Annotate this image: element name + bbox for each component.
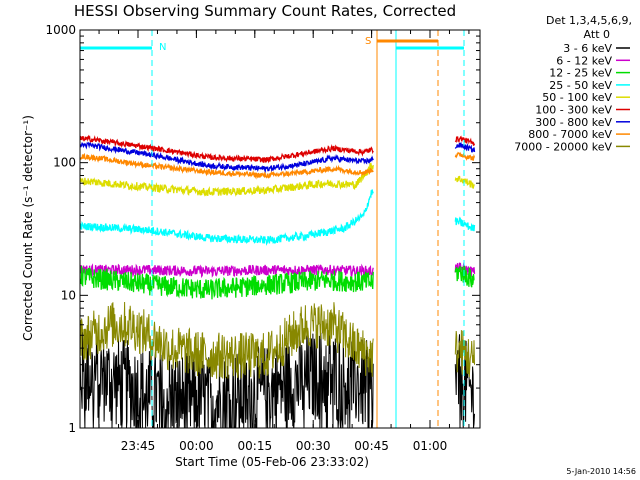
axes-layer: 23:45 00:00 00:15 00:30 00:45 01:00 1 10 100 1000 — [45, 23, 480, 453]
legend-entry-label: 25 - 50 keV — [549, 79, 612, 92]
series-segment-0 — [79, 134, 374, 164]
x-tick-label: 00:00 — [179, 439, 214, 453]
series-segment-1 — [454, 334, 475, 429]
x-tick-label: 00:45 — [354, 439, 389, 453]
legend-entry-label: 50 - 100 keV — [542, 91, 612, 104]
series-segment-1 — [454, 141, 476, 153]
series-layer — [79, 134, 476, 429]
series-segment-1 — [454, 175, 475, 189]
y-tick-label: 1 — [68, 421, 76, 435]
series-12-25-kev — [79, 265, 475, 300]
legend-entry-label: 7000 - 20000 keV — [514, 140, 612, 153]
y-tick-label: 10 — [61, 288, 76, 302]
series-segment-0 — [79, 263, 374, 279]
instrument-markers: NS — [80, 30, 465, 428]
chart-title: HESSI Observing Summary Count Rates, Cor… — [74, 2, 456, 20]
x-tick-label: 00:30 — [296, 439, 331, 453]
series-segment-0 — [79, 329, 374, 429]
series-300-800-kev — [79, 141, 476, 174]
x-tick-label: 01:00 — [413, 439, 448, 453]
legend-entry-label: 6 - 12 keV — [556, 54, 612, 67]
series-segment-0 — [79, 141, 374, 174]
legend-entry-label: 300 - 800 keV — [535, 116, 612, 129]
series-50-100-kev — [79, 162, 475, 197]
series-segment-0 — [79, 301, 374, 379]
series-segment-0 — [79, 189, 374, 246]
series-800-7000-kev — [79, 151, 476, 180]
y-axis-label: Corrected Count Rate (s⁻¹ detector⁻¹) — [21, 115, 35, 341]
series-segment-0 — [79, 265, 374, 300]
series-segment-1 — [454, 135, 476, 146]
night-marker-label: N — [159, 42, 166, 53]
series-7000-20000-kev — [79, 301, 475, 379]
x-tick-label: 23:45 — [121, 439, 156, 453]
series-3-6-kev — [79, 329, 475, 429]
series-100-300-kev — [79, 134, 476, 164]
legend-entry-label: 800 - 7000 keV — [528, 128, 612, 141]
y-tick-label: 1000 — [45, 23, 76, 37]
legend-entry-label: 100 - 300 keV — [535, 104, 612, 117]
series-25-50-kev — [79, 189, 476, 246]
x-axis-label: Start Time (05-Feb-06 23:33:02) — [175, 455, 369, 469]
y-tick-label: 100 — [53, 156, 76, 170]
legend-entry-label: 3 - 6 keV — [563, 42, 612, 55]
series-6-12-kev — [79, 261, 476, 279]
x-tick-label: 00:15 — [238, 439, 273, 453]
legend-title-line-2: Att 0 — [584, 28, 610, 41]
series-segment-1 — [454, 330, 475, 378]
series-segment-1 — [454, 151, 476, 162]
plot-frame — [79, 29, 481, 429]
series-segment-1 — [454, 216, 476, 232]
legend-entry-label: 12 - 25 keV — [549, 67, 612, 80]
series-segment-1 — [454, 265, 475, 288]
series-segment-0 — [79, 152, 374, 180]
series-segment-0 — [79, 162, 374, 197]
saa-marker-label: S — [365, 36, 371, 47]
legend-title-line-1: Det 1,3,4,5,6,9, — [546, 14, 632, 27]
generated-timestamp: 5-Jan-2010 14:56 — [566, 467, 636, 476]
